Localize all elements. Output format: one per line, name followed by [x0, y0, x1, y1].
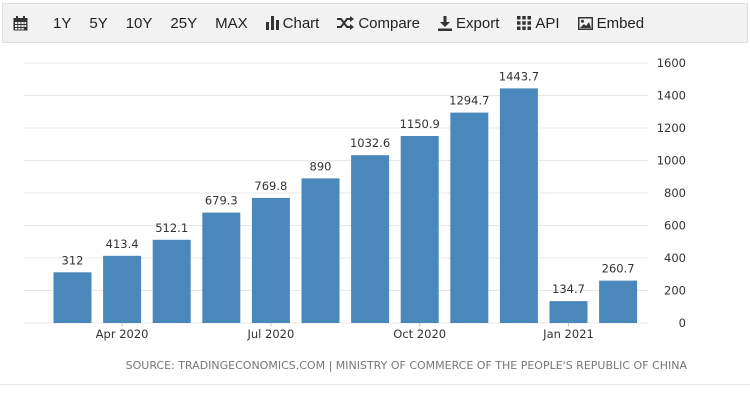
data-label: 134.7 — [552, 282, 585, 296]
data-label: 1032.6 — [350, 136, 390, 150]
range-5y-button[interactable]: 5Y — [89, 14, 108, 32]
embed-button[interactable]: Embed — [569, 3, 654, 43]
bar — [400, 135, 439, 323]
chart-button-label: Chart — [282, 14, 320, 32]
bar — [301, 178, 340, 323]
chart-toolbar: 1Y 5Y 10Y 25Y MAX Chart Compare Export — [2, 3, 748, 43]
data-label: 512.1 — [155, 221, 188, 235]
api-button-label: API — [535, 14, 560, 32]
y-tick-label: 1600 — [657, 56, 686, 70]
y-tick-label: 1200 — [657, 121, 686, 135]
range-10y-button[interactable]: 10Y — [125, 14, 153, 32]
api-button[interactable]: API — [508, 3, 568, 43]
x-tick-label: Oct 2020 — [393, 327, 446, 341]
x-axis: Apr 2020 Jul 2020 Oct 2020 Jan 2021 — [96, 323, 594, 341]
y-axis: 0 200 400 600 800 1000 1200 1400 1600 — [657, 56, 686, 330]
y-tick-label: 400 — [664, 251, 686, 265]
data-label: 413.4 — [106, 237, 139, 251]
bar — [251, 197, 290, 323]
y-tick-label: 800 — [664, 186, 686, 200]
bar — [450, 112, 489, 323]
compare-button[interactable]: Compare — [328, 3, 429, 43]
bar — [103, 255, 142, 323]
data-label: 312 — [62, 253, 84, 267]
chart-source: SOURCE: TRADINGECONOMICS.COM | MINISTRY … — [126, 359, 688, 372]
data-label: 679.3 — [205, 194, 238, 208]
bar-layer — [53, 88, 638, 324]
data-label: 1443.7 — [499, 69, 539, 83]
value-label-layer: 312 413.4 512.1 679.3 769.8 890 1032.6 1150.9 12… — [62, 69, 635, 296]
bar — [599, 280, 638, 323]
data-label: 1150.9 — [400, 117, 440, 131]
data-label: 1294.7 — [449, 94, 489, 108]
data-label: 769.8 — [254, 179, 287, 193]
bar-chart: 312 413.4 512.1 679.3 769.8 890 1032.6 1150.9 12… — [24, 56, 688, 372]
compare-button-label: Compare — [358, 14, 421, 32]
bar — [202, 212, 241, 323]
export-button-label: Export — [456, 14, 500, 32]
shuffle-icon — [337, 16, 355, 30]
y-tick-label: 600 — [664, 219, 686, 233]
y-tick-label: 0 — [679, 316, 686, 330]
data-label: 260.7 — [602, 262, 635, 276]
divider — [0, 384, 750, 385]
embed-button-label: Embed — [596, 14, 645, 32]
bar-chart-icon — [265, 16, 279, 30]
image-icon — [577, 16, 593, 30]
bar — [499, 88, 538, 324]
x-tick-label: Jul 2020 — [246, 327, 294, 341]
calendar-icon — [13, 15, 28, 30]
chart-area: 312 413.4 512.1 679.3 769.8 890 1032.6 1150.9 12… — [0, 44, 750, 384]
download-icon — [438, 15, 453, 31]
range-25y-button[interactable]: 25Y — [170, 14, 198, 32]
range-max-button[interactable]: MAX — [215, 14, 248, 32]
export-button[interactable]: Export — [429, 3, 508, 43]
range-1y-button[interactable]: 1Y — [53, 14, 72, 32]
x-tick-label: Jan 2021 — [542, 327, 594, 341]
y-tick-label: 200 — [664, 284, 686, 298]
x-tick-label: Apr 2020 — [96, 327, 149, 341]
chart-button[interactable]: Chart — [257, 3, 329, 43]
bar — [152, 239, 191, 323]
grid-icon — [517, 16, 532, 30]
y-tick-label: 1400 — [657, 89, 686, 103]
bar — [351, 155, 390, 323]
bar — [53, 272, 92, 323]
data-label: 890 — [310, 159, 332, 173]
bar — [549, 301, 588, 323]
y-tick-label: 1000 — [657, 154, 686, 168]
calendar-button[interactable] — [3, 3, 44, 43]
